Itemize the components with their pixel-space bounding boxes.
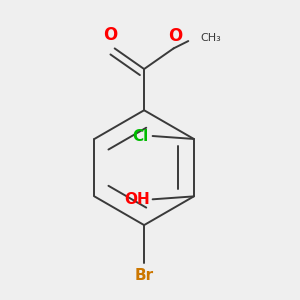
Text: O: O — [168, 28, 182, 46]
Text: Cl: Cl — [132, 128, 148, 143]
Text: Br: Br — [134, 268, 154, 283]
Text: OH: OH — [124, 192, 150, 207]
Text: O: O — [103, 26, 117, 44]
Text: CH₃: CH₃ — [200, 33, 221, 43]
